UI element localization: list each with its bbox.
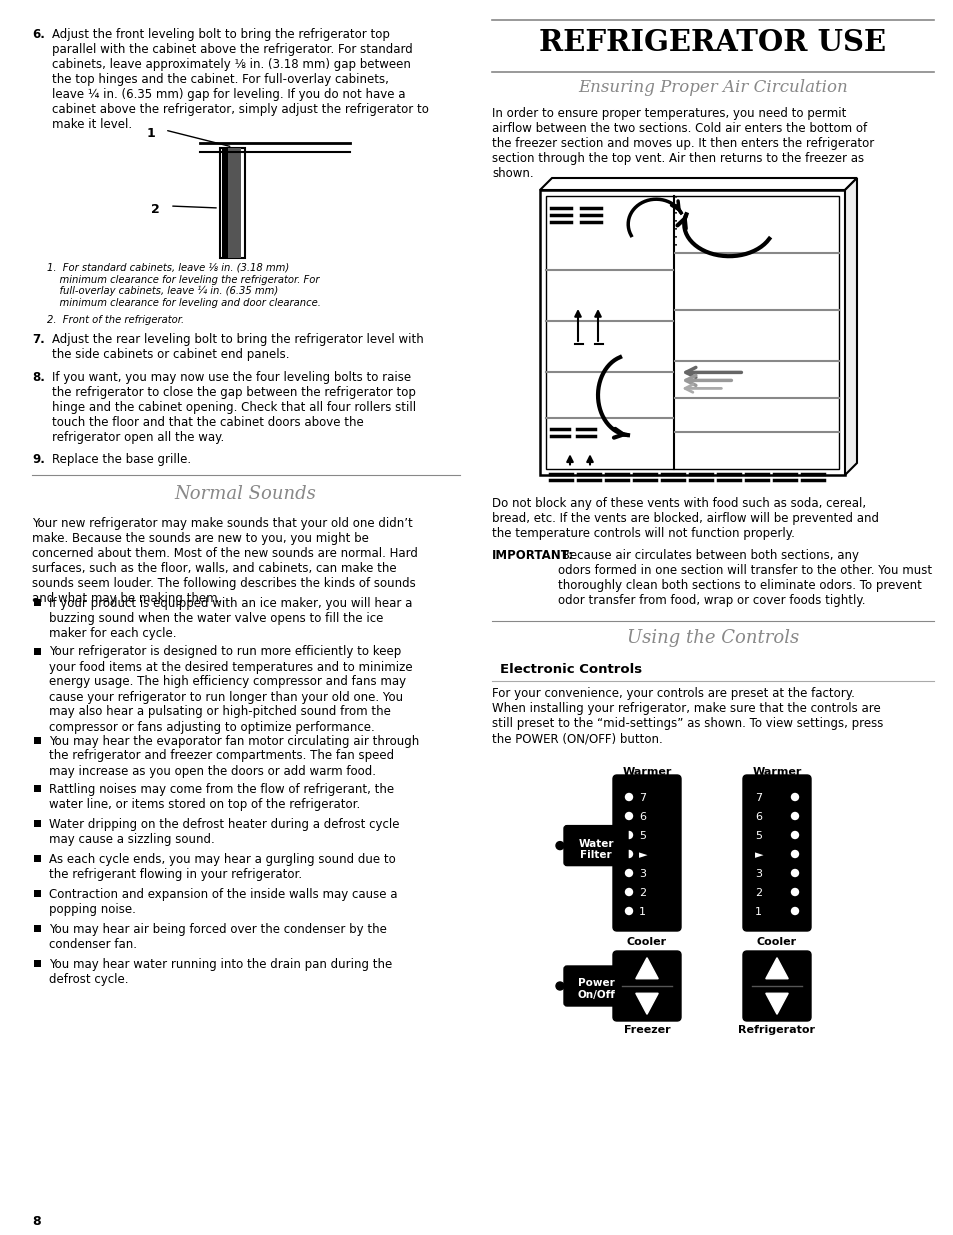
Text: Your refrigerator is designed to run more efficiently to keep
your food items at: Your refrigerator is designed to run mor… (49, 646, 413, 734)
Text: REFRIGERATOR USE: REFRIGERATOR USE (538, 28, 885, 57)
Circle shape (625, 813, 632, 820)
Circle shape (625, 908, 632, 914)
Text: Refrigerator: Refrigerator (738, 1025, 815, 1035)
Polygon shape (765, 993, 787, 1014)
Text: 2: 2 (639, 888, 645, 898)
Text: Because air circulates between both sections, any
odors formed in one section wi: Because air circulates between both sect… (558, 550, 931, 606)
Bar (545, 196, 838, 469)
Text: ►: ► (639, 850, 647, 860)
Bar (34, 736, 41, 743)
Circle shape (625, 851, 632, 857)
Text: Replace the base grille.: Replace the base grille. (52, 453, 191, 466)
Text: Do not block any of these vents with food such as soda, cereal,
bread, etc. If t: Do not block any of these vents with foo… (492, 496, 878, 540)
Polygon shape (844, 178, 856, 475)
Circle shape (556, 982, 563, 990)
Text: Warmer: Warmer (621, 767, 671, 777)
Text: Adjust the rear leveling bolt to bring the refrigerator level with
the side cabi: Adjust the rear leveling bolt to bring t… (52, 333, 423, 361)
Text: 6: 6 (639, 811, 645, 823)
Text: In order to ensure proper temperatures, you need to permit
airflow between the t: In order to ensure proper temperatures, … (492, 107, 873, 180)
Text: 2: 2 (754, 888, 761, 898)
Text: Electronic Controls: Electronic Controls (499, 663, 641, 676)
Text: 8: 8 (32, 1215, 41, 1228)
Text: For your convenience, your controls are preset at the factory.
When installing y: For your convenience, your controls are … (492, 687, 882, 745)
FancyBboxPatch shape (563, 966, 627, 1007)
Text: Cooler: Cooler (756, 937, 796, 947)
Text: 7: 7 (639, 793, 645, 803)
Polygon shape (635, 993, 658, 1014)
Text: Normal Sounds: Normal Sounds (173, 485, 315, 503)
Bar (34, 925, 41, 932)
Text: ►: ► (754, 850, 762, 860)
Circle shape (791, 888, 798, 895)
Bar (539, 190, 844, 475)
Text: 3: 3 (639, 869, 645, 879)
FancyBboxPatch shape (742, 776, 810, 931)
Text: Contraction and expansion of the inside walls may cause a
popping noise.: Contraction and expansion of the inside … (49, 888, 397, 916)
Text: 1.  For standard cabinets, leave ⅛ in. (3.18 mm)
    minimum clearance for level: 1. For standard cabinets, leave ⅛ in. (3… (47, 263, 320, 308)
Text: Freezer: Freezer (623, 1025, 670, 1035)
FancyBboxPatch shape (742, 951, 810, 1021)
Text: 5: 5 (639, 831, 645, 841)
Bar (34, 785, 41, 792)
FancyBboxPatch shape (563, 826, 627, 866)
Text: 6: 6 (754, 811, 761, 823)
Text: Adjust the front leveling bolt to bring the refrigerator top
parallel with the c: Adjust the front leveling bolt to bring … (52, 28, 429, 131)
Circle shape (791, 831, 798, 839)
Text: 2: 2 (152, 203, 160, 216)
Text: Power
On/Off: Power On/Off (577, 978, 615, 1000)
Bar (34, 647, 41, 655)
Bar (34, 820, 41, 827)
Circle shape (556, 841, 563, 850)
Text: 6.: 6. (32, 28, 45, 41)
Text: 5: 5 (754, 831, 761, 841)
Text: 8.: 8. (32, 370, 45, 384)
Text: Water
Filter: Water Filter (578, 839, 613, 861)
Text: 7.: 7. (32, 333, 45, 346)
Polygon shape (539, 178, 856, 190)
Bar (228, 148, 241, 258)
Text: If you want, you may now use the four leveling bolts to raise
the refrigerator t: If you want, you may now use the four le… (52, 370, 416, 445)
Text: IMPORTANT:: IMPORTANT: (492, 550, 574, 562)
Text: If your product is equipped with an ice maker, you will hear a
buzzing sound whe: If your product is equipped with an ice … (49, 597, 412, 640)
Bar (34, 890, 41, 897)
Text: Ensuring Proper Air Circulation: Ensuring Proper Air Circulation (578, 79, 847, 96)
FancyBboxPatch shape (613, 951, 680, 1021)
Circle shape (625, 831, 632, 839)
Text: 1: 1 (754, 906, 761, 918)
Bar (34, 599, 41, 606)
Text: 1: 1 (639, 906, 645, 918)
Circle shape (625, 869, 632, 877)
Circle shape (791, 794, 798, 800)
Text: Your new refrigerator may make sounds that your old one didn’t
make. Because the: Your new refrigerator may make sounds th… (32, 517, 417, 605)
Text: Water dripping on the defrost heater during a defrost cycle
may cause a sizzling: Water dripping on the defrost heater dur… (49, 818, 399, 846)
Bar (222, 148, 229, 258)
Bar (34, 960, 41, 967)
FancyBboxPatch shape (613, 776, 680, 931)
Circle shape (625, 888, 632, 895)
Text: Rattling noises may come from the flow of refrigerant, the
water line, or items : Rattling noises may come from the flow o… (49, 783, 394, 811)
Text: You may hear air being forced over the condenser by the
condenser fan.: You may hear air being forced over the c… (49, 923, 387, 951)
Text: 2.  Front of the refrigerator.: 2. Front of the refrigerator. (47, 315, 184, 325)
Text: Warmer: Warmer (752, 767, 801, 777)
Text: 1: 1 (146, 127, 154, 140)
Circle shape (791, 813, 798, 820)
Bar (220, 148, 245, 258)
Text: You may hear water running into the drain pan during the
defrost cycle.: You may hear water running into the drai… (49, 958, 392, 986)
Bar (34, 855, 41, 862)
Circle shape (625, 794, 632, 800)
Circle shape (791, 908, 798, 914)
Text: Cooler: Cooler (626, 937, 666, 947)
Polygon shape (635, 957, 658, 979)
Text: Using the Controls: Using the Controls (626, 629, 799, 647)
Text: As each cycle ends, you may hear a gurgling sound due to
the refrigerant flowing: As each cycle ends, you may hear a gurgl… (49, 853, 395, 881)
Text: 7: 7 (754, 793, 761, 803)
Circle shape (791, 851, 798, 857)
Text: 9.: 9. (32, 453, 45, 466)
Text: You may hear the evaporator fan motor circulating air through
the refrigerator a: You may hear the evaporator fan motor ci… (49, 735, 418, 778)
Polygon shape (765, 957, 787, 979)
Text: 3: 3 (754, 869, 761, 879)
Circle shape (791, 869, 798, 877)
